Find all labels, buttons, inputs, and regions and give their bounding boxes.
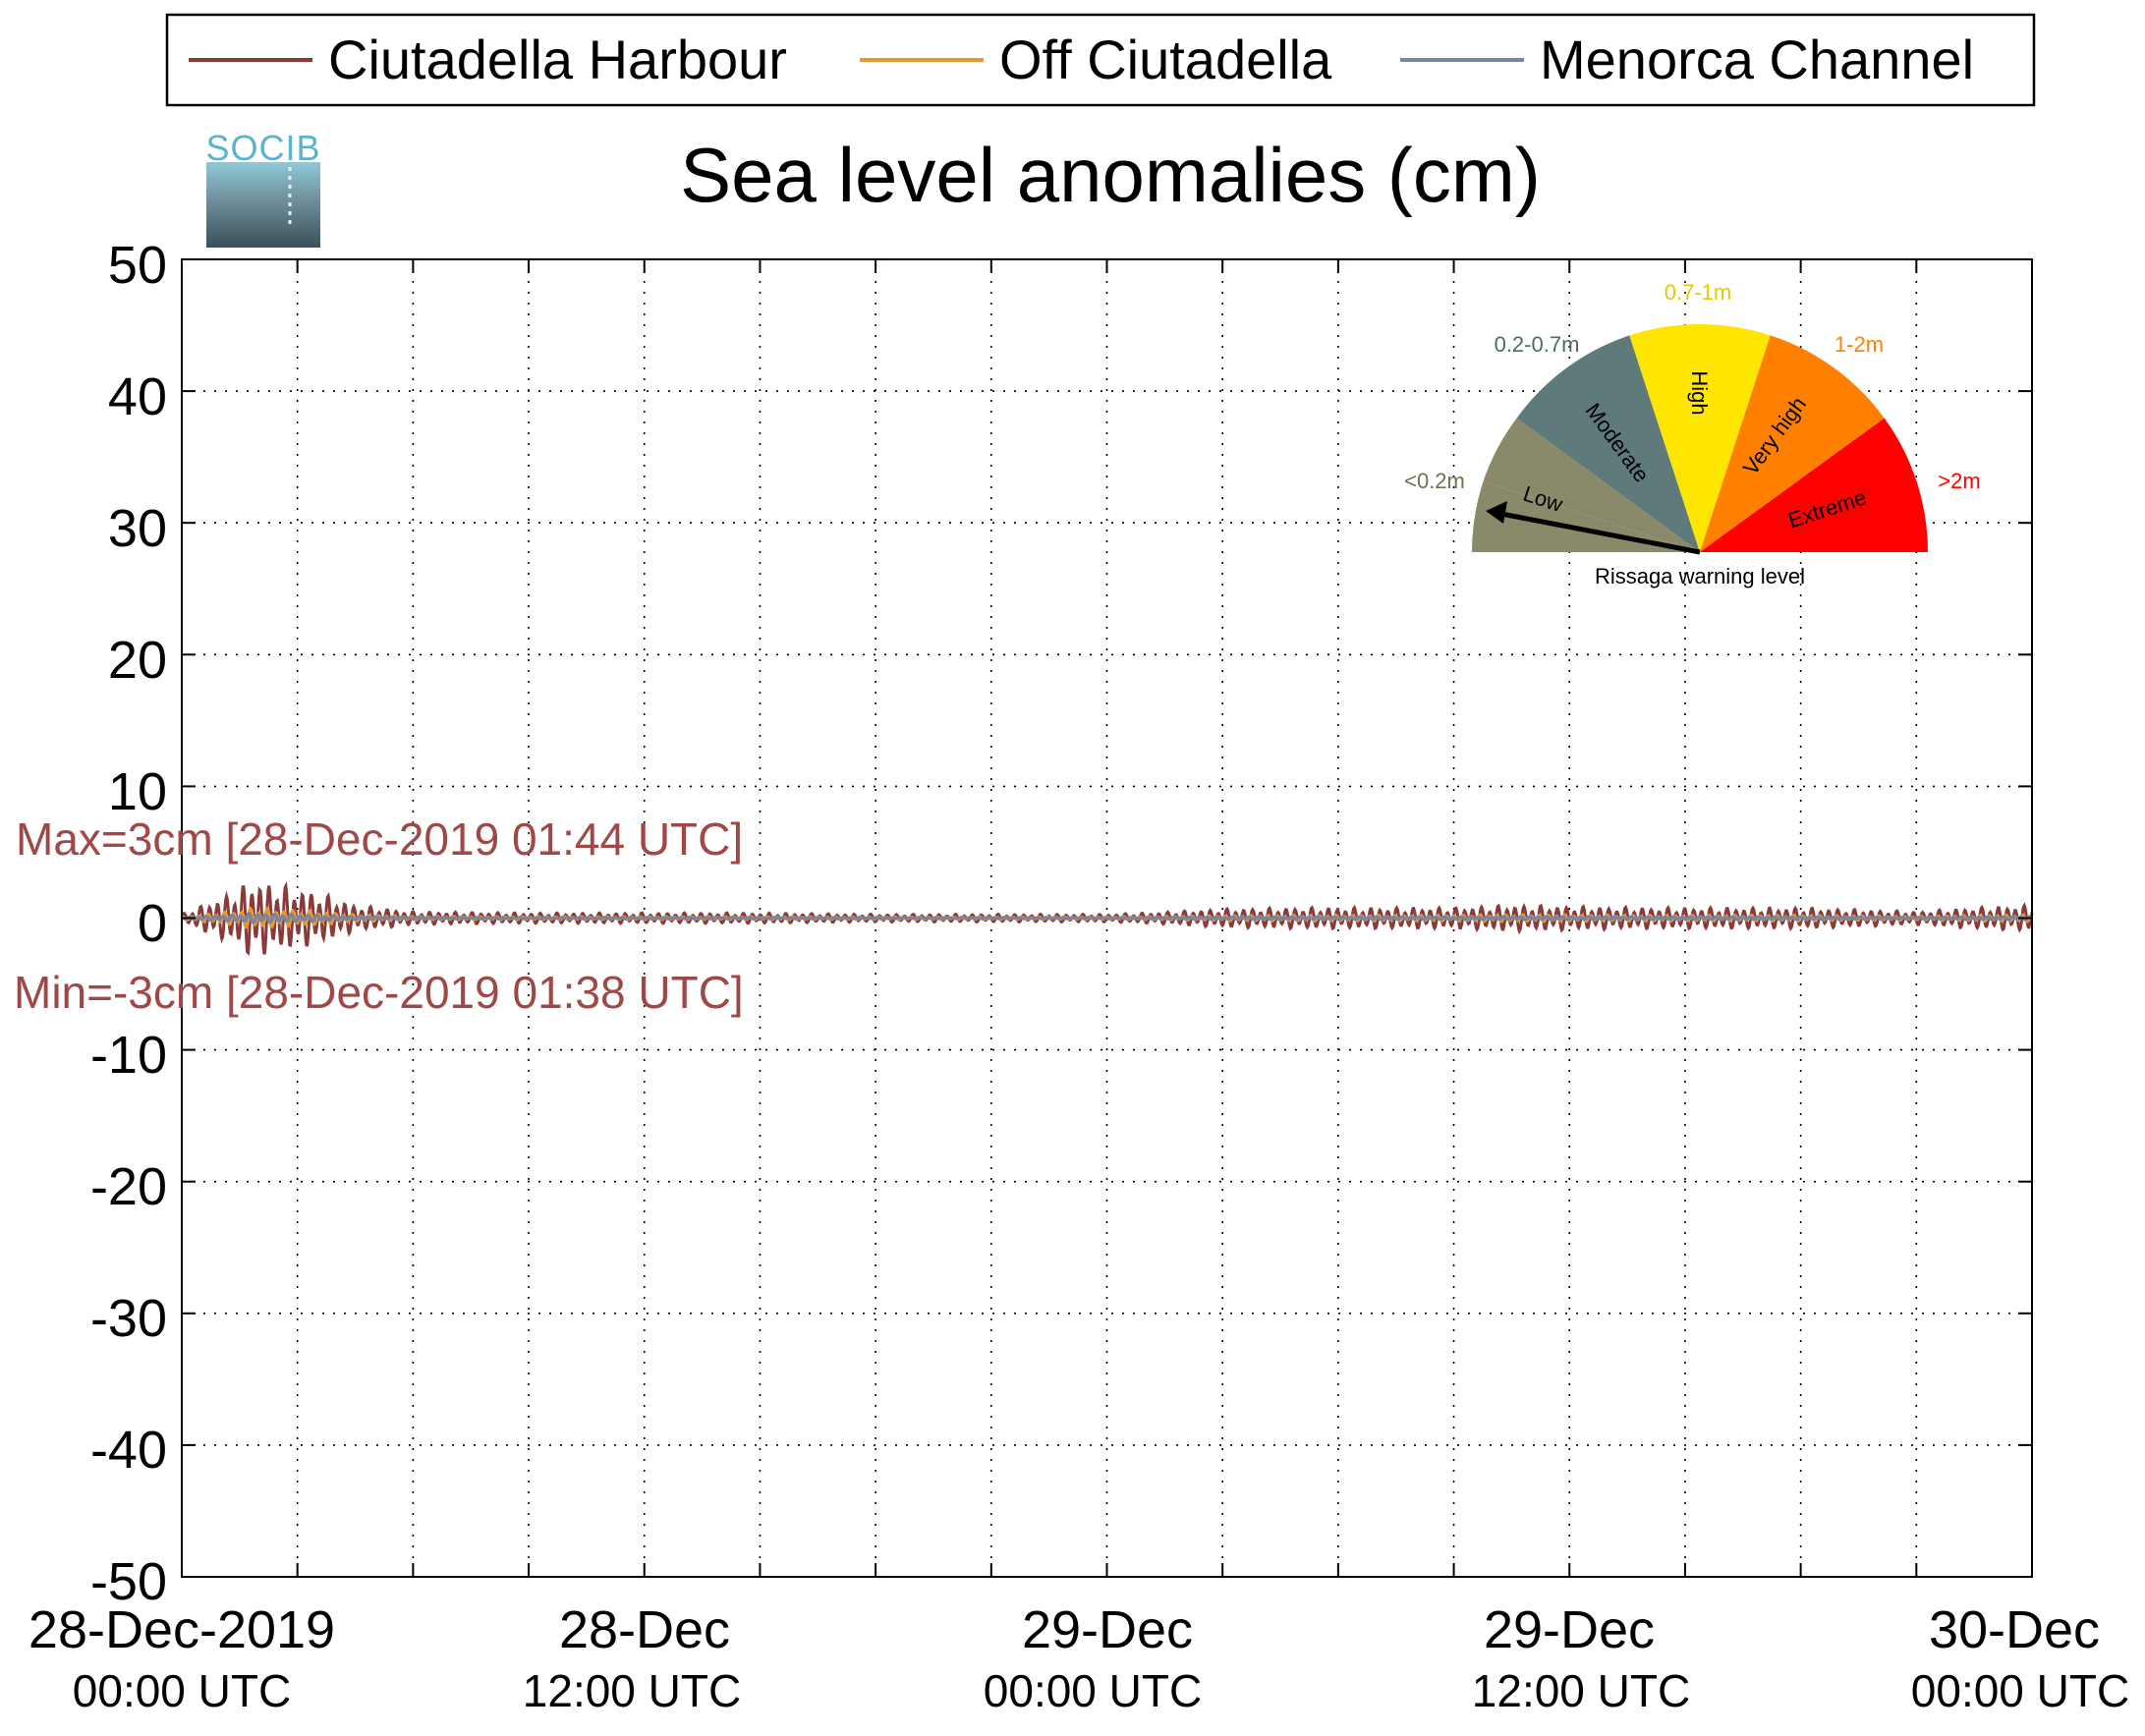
gauge-label-high: High: [1687, 370, 1712, 415]
x-tick-label-time: 00:00 UTC: [984, 1665, 1202, 1716]
y-tick-label: -30: [90, 1289, 167, 1348]
x-tick-label-date: 30-Dec: [1929, 1600, 2100, 1659]
x-tick-label-time: 12:00 UTC: [1472, 1665, 1690, 1716]
x-tick-label-date: 28-Dec: [559, 1600, 730, 1659]
legend-label-off-ciutadella: Off Ciutadella: [999, 28, 1332, 90]
x-tick-label-date: 28-Dec-2019: [28, 1600, 335, 1659]
socib-logo: SOCIB: [205, 128, 320, 248]
series-line-menorca-channel: [181, 911, 2034, 925]
gauge-range-very-high: 1-2m: [1835, 332, 1884, 357]
axis-ticks: [181, 258, 2033, 1578]
x-tick-label-date: 29-Dec: [1022, 1600, 1193, 1659]
logo-text: SOCIB: [205, 128, 320, 168]
gauge-range-extreme: >2m: [1938, 469, 1980, 493]
y-tick-label: 50: [108, 236, 167, 295]
gauge-segment-low-upper: [1483, 418, 1700, 552]
gauge-segment-very-high: [1700, 335, 1885, 552]
min-annotation: Min=-3cm [28-Dec-2019 01:38 UTC]: [14, 967, 744, 1018]
y-tick-label: -40: [90, 1421, 167, 1480]
y-tick-label: -20: [90, 1157, 167, 1216]
chart-title: Sea level anomalies (cm): [680, 132, 1541, 218]
max-annotation: Max=3cm [28-Dec-2019 01:44 UTC]: [16, 813, 743, 865]
gauge-segment-high: [1629, 324, 1771, 552]
legend-box: [165, 13, 2036, 107]
y-tick-label: 10: [108, 762, 167, 821]
logo-block: [206, 162, 320, 248]
gauge-caption: Rissaga warning level: [1595, 564, 1805, 588]
gauge-needle: [1500, 511, 1701, 555]
rissaga-warning-gauge: Low Moderate High Very high Extreme <0.2…: [1404, 280, 1981, 588]
y-tick-label: 30: [108, 499, 167, 558]
gauge-needle-head: [1486, 501, 1507, 524]
y-tick-label: 40: [108, 367, 167, 426]
x-tick-label-time: 00:00 UTC: [1911, 1665, 2129, 1716]
gauge-range-high: 0.7-1m: [1665, 280, 1731, 305]
gauge-segment-moderate: [1516, 335, 1700, 552]
legend-label-menorca-channel: Menorca Channel: [1540, 28, 1974, 90]
gauge-range-low: <0.2m: [1404, 469, 1465, 493]
gauge-segment-low: [1472, 481, 1700, 552]
x-tick-label-time: 12:00 UTC: [523, 1665, 741, 1716]
y-axis-labels: 50 40 30 20 10 0 -10 -20 -30 -40 -50: [90, 236, 167, 1611]
legend-label-ciutadella-harbour: Ciutadella Harbour: [328, 28, 787, 90]
y-tick-label: -10: [90, 1026, 167, 1085]
y-tick-label: 20: [108, 631, 167, 690]
y-tick-label: -50: [90, 1552, 167, 1611]
y-tick-label: 0: [138, 894, 167, 953]
x-axis-labels: 28-Dec-2019 00:00 UTC 28-Dec 12:00 UTC 2…: [28, 1600, 2129, 1716]
gauge-segment-extreme: [1700, 418, 1928, 552]
x-tick-label-date: 29-Dec: [1484, 1600, 1655, 1659]
legend: Ciutadella Harbour Off Ciutadella Menorc…: [165, 13, 2036, 107]
gauge-range-moderate: 0.2-0.7m: [1495, 332, 1580, 357]
series-layer: [180, 880, 2034, 956]
x-tick-label-time: 00:00 UTC: [73, 1665, 291, 1716]
